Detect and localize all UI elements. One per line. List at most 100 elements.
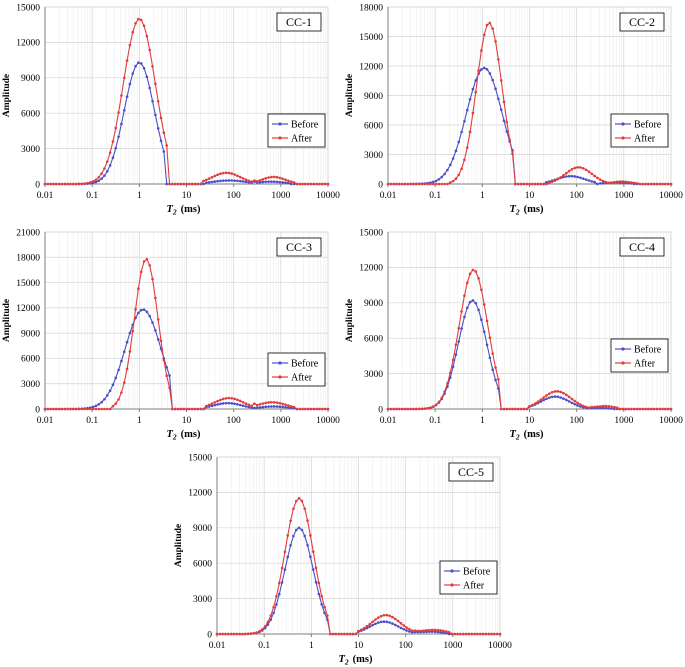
data-point [134,22,137,25]
series-after [43,257,330,411]
data-point [264,405,268,409]
x-tick-label: 1000 [614,191,633,201]
data-point [156,318,160,321]
data-point [111,404,115,408]
data-point [284,403,287,407]
data-point [451,358,455,362]
data-point [114,376,118,380]
data-point [318,407,321,411]
data-point [371,623,374,627]
data-point [264,177,268,180]
data-point [176,407,180,411]
data-point [548,181,551,184]
data-point [280,566,284,570]
data-point [137,287,140,290]
x-tick-label: 100 [570,191,585,201]
data-point [621,407,625,411]
x-tick-label: 10000 [488,641,512,651]
data-point [564,393,568,397]
data-point [162,358,166,362]
data-point [216,399,219,403]
data-point [382,613,386,617]
data-point [429,406,432,409]
data-point [233,179,236,182]
x-tick-label: 100 [399,641,414,651]
y-tick-label: 0 [378,180,383,190]
data-point [244,180,248,184]
data-point [579,405,582,408]
data-point [632,181,636,185]
y-tick-label: 0 [378,405,383,415]
chart-panel-cc-1: 0.01 0.1 1 10 100 1000 10000 0 3000 6000 9000 12000… [0,0,340,216]
data-point [258,180,262,184]
data-point [205,178,208,182]
data-point [255,631,258,634]
data-point [103,167,106,170]
data-point [468,97,472,101]
data-point [457,340,461,343]
data-point [579,166,582,169]
y-tick-label: 9000 [364,299,383,309]
data-point [396,625,400,628]
data-point [607,406,611,410]
data-point [480,288,483,292]
data-point [128,82,132,86]
data-point [590,172,594,176]
data-point [275,180,279,184]
data-point [491,352,495,355]
data-point [297,497,301,500]
data-point [277,581,281,585]
data-point [360,628,363,632]
data-point [202,182,205,186]
data-point [142,308,146,311]
x-axis-label: T2 (ms) [339,654,374,667]
data-point [564,175,568,178]
data-point [185,407,188,411]
data-point [88,407,92,411]
data-point [480,68,483,71]
data-point [596,176,599,180]
data-point [519,182,523,186]
data-point [505,407,509,411]
data-point [434,182,438,186]
data-point [278,180,282,184]
data-point [72,407,75,411]
data-point [471,299,475,302]
data-point [297,526,301,530]
data-point [63,407,67,411]
data-point [255,403,259,407]
data-point [457,140,461,144]
data-point [168,386,171,389]
x-tick-label: 10 [525,416,535,426]
data-point [473,632,476,636]
data-point [431,180,435,184]
data-point [131,30,135,34]
data-point [137,311,140,315]
data-point [351,632,355,636]
data-point [196,407,200,411]
data-point [368,622,372,626]
x-tick-label: 100 [570,416,585,426]
data-point [182,407,185,411]
data-point [190,407,194,411]
data-point [331,632,335,636]
data-point [97,403,101,406]
y-tick-label: 9000 [21,329,40,339]
data-point [188,182,191,186]
data-point [320,603,324,606]
data-point [241,632,244,636]
data-point [444,630,448,633]
data-point [545,397,548,401]
data-point [516,407,520,411]
data-point [306,182,310,186]
chart-svg: 0.01 0.1 1 10 100 1000 10000 0 3000 6000 9000 12000… [174,453,512,666]
data-point [244,402,248,405]
data-point [286,534,290,537]
data-point [258,402,262,406]
data-point [295,182,299,186]
data-point [658,407,661,411]
data-point [171,407,174,411]
y-tick-label: 12000 [16,304,40,314]
data-point [618,180,622,183]
data-point [241,180,245,183]
